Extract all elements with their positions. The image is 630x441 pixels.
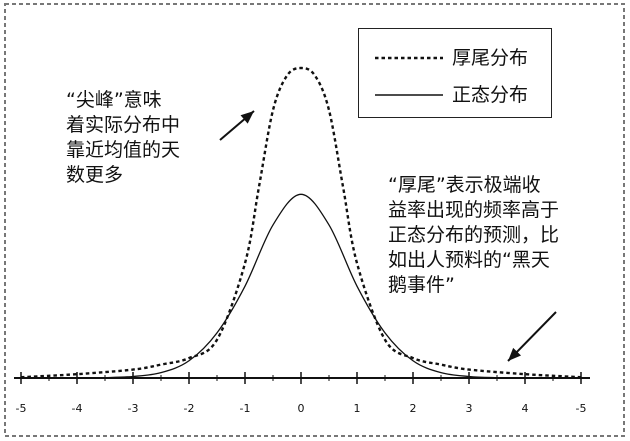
annotation-tail-line: 正态分布的预测，比: [388, 224, 560, 246]
annotation-peak-line: 着实际分布中: [66, 114, 181, 136]
x-tick-label: 0: [298, 402, 305, 415]
x-tick-label: 4: [522, 402, 529, 415]
x-tick-label: -2: [184, 402, 195, 415]
annotation-tail-line: 益率出现的频率高于: [388, 199, 560, 221]
x-tick-label: -5: [576, 402, 587, 415]
annotation-tail-arrow: [507, 311, 557, 362]
x-tick-label: -5: [16, 402, 27, 415]
fat-tail-series-line: [20, 66, 582, 379]
legend-label: 正态分布: [452, 84, 529, 106]
legend-item-fat-tail: 厚尾分布: [359, 43, 551, 73]
annotation-tail-line: “厚尾”表示极端收: [388, 174, 541, 196]
annotation-peak-line: 靠近均值的天: [66, 139, 181, 161]
x-tick-label: -3: [128, 402, 139, 415]
legend-label: 厚尾分布: [452, 47, 529, 69]
annotation-tail-line: 如出人预料的“黑天: [388, 249, 550, 271]
annotation-peak: “尖峰”意味 着实际分布中 靠近均值的天 数更多: [66, 88, 180, 188]
annotation-peak-line: “尖峰”意味: [66, 89, 162, 111]
annotation-peak-arrow: [219, 110, 255, 141]
x-tick-label: 2: [410, 402, 417, 415]
annotation-tail: “厚尾”表示极端收 益率出现的频率高于 正态分布的预测，比 如出人预料的“黑天 …: [388, 173, 559, 298]
x-tick-label: 3: [466, 402, 473, 415]
legend-item-normal: 正态分布: [359, 80, 551, 110]
x-tick-label: 1: [354, 402, 361, 415]
x-tick-label: -4: [72, 402, 83, 415]
annotation-tail-line: 鹅事件”: [388, 274, 455, 296]
normal-series-line: [20, 193, 582, 379]
legend-swatch-solid: [375, 94, 443, 96]
legend-swatch-dotted: [375, 56, 443, 60]
chart-legend: 厚尾分布 正态分布: [358, 28, 552, 118]
annotation-peak-line: 数更多: [66, 164, 124, 186]
x-tick-label: -1: [240, 402, 251, 415]
